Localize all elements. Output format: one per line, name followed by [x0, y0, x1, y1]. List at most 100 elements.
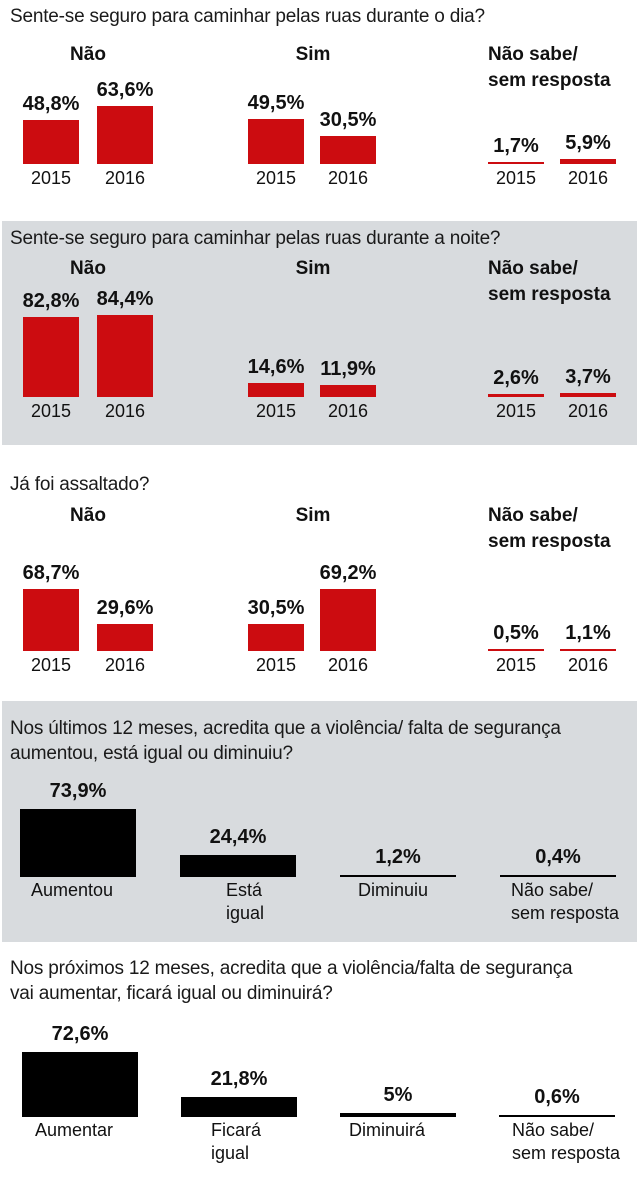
bar-2015: [248, 382, 304, 397]
group-label-line: Não sabe/: [488, 44, 578, 65]
category-label: Está igual: [226, 879, 264, 925]
bar-está-igual: [180, 854, 296, 877]
year-label: 2015: [255, 655, 297, 675]
group-label-line: sem resposta: [488, 284, 611, 305]
question-line: Nos próximos 12 meses, acredita que a vi…: [10, 958, 573, 979]
chart-night: Não 82,8% 2015 84,4% 2016 Sim 14,6% 2015 11,9% 20…: [0, 0, 640, 421]
group-label: Sim: [295, 44, 331, 65]
bar-2016: [97, 624, 153, 651]
year-label: 2015: [30, 401, 72, 421]
group-label: Não: [70, 258, 106, 279]
category-label: Aumentou: [31, 879, 113, 902]
category-label: Ficará igual: [211, 1119, 261, 1165]
question-line: Nos últimos 12 meses, acredita que a vio…: [10, 718, 561, 739]
question-last-12-months: Nos últimos 12 meses, acredita que a vio…: [10, 716, 561, 766]
value-label: 84,4%: [96, 288, 154, 311]
category-label-line: Ficará: [211, 1120, 262, 1140]
bar-2016: [320, 588, 376, 651]
value-label: 48,8%: [22, 92, 80, 115]
chart-day: Não 48,8% 2015 63,6% 2016 Sim 49,5% 2015 30,5% 20…: [0, 0, 640, 200]
value-label: 73,9%: [49, 780, 107, 802]
category-label-line: sem resposta: [511, 903, 620, 923]
year-label: 2015: [495, 401, 537, 421]
value-label: 0,5%: [493, 622, 539, 644]
bar-aumentou: [20, 809, 136, 877]
bar-2015: [248, 118, 304, 164]
bar-2016: [320, 136, 376, 164]
category-label-line: Aumentou: [31, 880, 114, 900]
value-label: 11,9%: [320, 358, 376, 381]
question-robbed: Já foi assaltado?: [10, 474, 150, 495]
category-label-line: Não sabe/: [512, 1120, 595, 1140]
value-label: 30,5%: [247, 596, 305, 619]
year-label: 2016: [327, 655, 369, 675]
year-label: 2015: [255, 401, 297, 421]
category-label-line: igual: [211, 1143, 250, 1163]
value-label: 63,6%: [96, 79, 154, 102]
group-label-line: sem resposta: [488, 531, 611, 552]
group-label: Sim: [295, 505, 331, 526]
bar-2016: [560, 158, 616, 164]
bar-diminuirá: [340, 1112, 456, 1117]
year-label: 2016: [104, 655, 146, 675]
group-label-line: Não sabe/: [488, 258, 578, 279]
year-label: 2015: [30, 168, 72, 188]
value-label: 82,8%: [22, 289, 80, 312]
group-label: Não: [70, 44, 106, 65]
value-label: 0,4%: [535, 846, 581, 868]
group-label: Não sabe/sem resposta: [488, 503, 638, 555]
value-label: 24,4%: [209, 825, 267, 848]
group-label: Não sabe/sem resposta: [488, 42, 638, 94]
year-label: 2015: [255, 168, 297, 188]
value-label: 68,7%: [22, 562, 80, 585]
question-line: aumentou, está igual ou diminuiu?: [10, 743, 293, 764]
bar-2015: [23, 119, 79, 164]
value-label: 1,1%: [565, 622, 611, 644]
group-label-line: Não sabe/: [488, 505, 578, 526]
year-label: 2016: [567, 401, 609, 421]
bar-aumentar: [22, 1051, 138, 1117]
bar-não-sabe-sem-resposta: [500, 875, 616, 877]
year-label: 2016: [104, 168, 146, 188]
bar-2016: [97, 106, 153, 164]
value-label: 69,2%: [319, 561, 377, 584]
value-label: 2,6%: [493, 367, 539, 390]
category-label: Aumentar: [35, 1119, 113, 1142]
chart-next-12-months: 72,6% Aumentar 21,8% Ficará igual 5% Diminuirá…: [0, 0, 640, 1163]
value-label: 21,8%: [210, 1068, 268, 1091]
bar-2015: [23, 316, 79, 397]
value-label: 0,6%: [534, 1086, 580, 1108]
value-label: 1,2%: [375, 846, 421, 868]
year-label: 2015: [30, 655, 72, 675]
bar-2015: [488, 394, 544, 397]
group-label: Sim: [295, 258, 331, 279]
group-label: Não sabe/sem resposta: [488, 256, 638, 308]
question-next-12-months: Nos próximos 12 meses, acredita que a vi…: [10, 956, 573, 1006]
value-label: 5,9%: [565, 131, 611, 154]
year-label: 2016: [327, 401, 369, 421]
value-label: 1,7%: [493, 135, 539, 157]
category-label-line: igual: [226, 903, 265, 923]
bar-2016: [560, 649, 616, 651]
group-label-line: sem resposta: [488, 70, 611, 91]
category-label: Não sabe/sem resposta: [512, 1119, 620, 1165]
value-label: 29,6%: [96, 597, 154, 620]
question-night: Sente-se seguro para caminhar pelas ruas…: [10, 228, 501, 249]
value-label: 14,6%: [247, 355, 305, 378]
chart-last-12-months: 73,9% Aumentou 24,4% Está igual 1,2% Diminuiu 0…: [0, 0, 640, 923]
chart-robbed: Não 68,7% 2015 29,6% 2016 Sim 30,5% 2015 69,2% 20…: [0, 0, 640, 675]
year-label: 2015: [495, 655, 537, 675]
group-label: Não: [70, 505, 106, 526]
category-label-line: Não sabe/: [511, 880, 594, 900]
category-label: Não sabe/sem resposta: [511, 879, 619, 925]
category-label: Diminuirá: [349, 1119, 425, 1142]
bar-2016: [320, 385, 376, 397]
year-label: 2015: [495, 168, 537, 188]
bar-2015: [488, 649, 544, 651]
question-day: Sente-se seguro para caminhar pelas ruas…: [10, 6, 485, 27]
bar-2016: [560, 393, 616, 397]
year-label: 2016: [567, 168, 609, 188]
bar-ficará-igual: [181, 1097, 297, 1117]
value-label: 30,5%: [319, 109, 377, 132]
category-label-line: Está: [226, 880, 263, 900]
